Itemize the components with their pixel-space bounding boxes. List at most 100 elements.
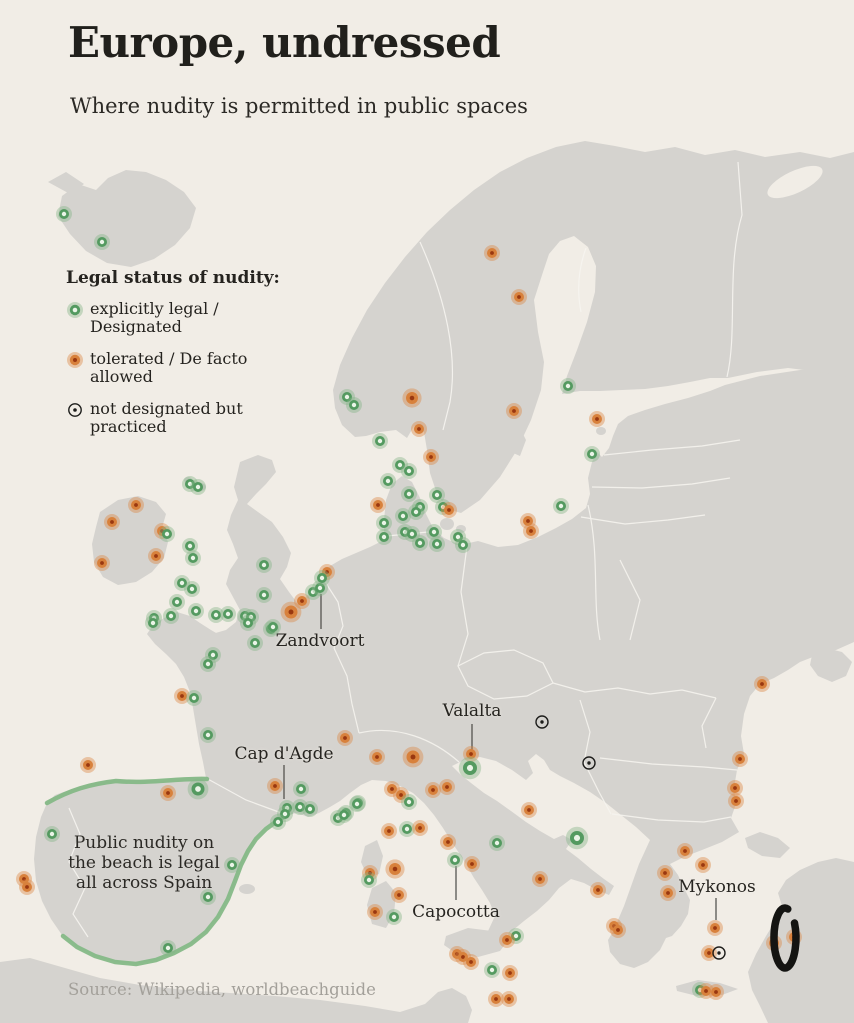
nudity-site-markers bbox=[16, 206, 802, 1007]
map-label-zandvoort: Zandvoort bbox=[275, 631, 365, 651]
marker-legal bbox=[455, 537, 471, 553]
marker-legal bbox=[224, 857, 240, 873]
marker-legal bbox=[392, 457, 408, 473]
marker-legal bbox=[386, 909, 402, 925]
marker-tolerated bbox=[463, 746, 479, 762]
marker-legal bbox=[401, 486, 417, 502]
marker-tolerated bbox=[440, 834, 456, 850]
source-credit: Source: Wikipedia, worldbeachguide bbox=[68, 980, 376, 999]
marker-legal bbox=[184, 581, 200, 597]
marker-tolerated bbox=[488, 991, 504, 1007]
marker-legal bbox=[256, 557, 272, 573]
marker-tolerated bbox=[520, 513, 536, 529]
marker-legal bbox=[346, 397, 362, 413]
marker-legal bbox=[314, 570, 330, 586]
marker-legal bbox=[145, 615, 161, 631]
marker-tolerated bbox=[701, 945, 717, 961]
marker-tolerated bbox=[104, 514, 120, 530]
marker-legal bbox=[200, 656, 216, 672]
marker-legal bbox=[372, 433, 388, 449]
map-label-valalta: Valalta bbox=[442, 701, 502, 721]
marker-tolerated bbox=[464, 856, 480, 872]
marker-tolerated bbox=[412, 820, 428, 836]
marker-tolerated bbox=[423, 449, 439, 465]
marker-legal bbox=[399, 821, 415, 837]
marker-tolerated bbox=[402, 388, 422, 408]
marker-tolerated bbox=[174, 688, 190, 704]
land-gotland bbox=[511, 428, 526, 456]
marker-legal bbox=[336, 807, 352, 823]
legend-item-tolerated: tolerated / De facto allowed bbox=[66, 349, 326, 387]
marker-legal bbox=[458, 756, 482, 780]
marker-legal bbox=[44, 826, 60, 842]
marker-tolerated bbox=[610, 922, 626, 938]
marker-legal bbox=[256, 587, 272, 603]
marker-legal bbox=[265, 619, 281, 635]
marker-legal bbox=[584, 446, 600, 462]
marker-legal bbox=[376, 515, 392, 531]
land-mallorca bbox=[239, 884, 255, 894]
marker-tolerated bbox=[484, 245, 500, 261]
marker-legal bbox=[447, 852, 463, 868]
marker-tolerated bbox=[384, 781, 400, 797]
legend: Legal status of nudity: explicitly legal… bbox=[66, 268, 326, 449]
page-subtitle: Where nudity is permitted in public spac… bbox=[70, 94, 528, 118]
marker-legal bbox=[349, 796, 365, 812]
marker-tolerated bbox=[439, 779, 455, 795]
marker-legal bbox=[404, 526, 420, 542]
marker-legal bbox=[429, 536, 445, 552]
map-label-mykonos: Mykonos bbox=[678, 877, 756, 897]
marker-tolerated bbox=[523, 523, 539, 539]
marker-tolerated bbox=[657, 865, 673, 881]
marker-tolerated bbox=[369, 749, 385, 765]
marker-tolerated bbox=[698, 983, 714, 999]
marker-legal bbox=[240, 615, 256, 631]
marker-legal bbox=[200, 889, 216, 905]
spain-coast-outline bbox=[44, 776, 290, 967]
marker-legal bbox=[361, 872, 377, 888]
marker-tolerated bbox=[589, 411, 605, 427]
land-scandinavia bbox=[333, 141, 854, 513]
marker-legal bbox=[174, 575, 190, 591]
marker-tolerated bbox=[370, 497, 386, 513]
marker-tolerated bbox=[660, 885, 676, 901]
marker-legal bbox=[208, 607, 224, 623]
marker-legal bbox=[220, 606, 236, 622]
label-leader-lines bbox=[283, 594, 717, 920]
marker-legal bbox=[412, 535, 428, 551]
marker-tolerated bbox=[367, 904, 383, 920]
land-africa bbox=[0, 958, 472, 1023]
marker-tolerated bbox=[160, 785, 176, 801]
marker-tolerated bbox=[695, 857, 711, 873]
practiced-marker-icon bbox=[68, 402, 82, 417]
tolerated-marker-icon bbox=[67, 351, 83, 368]
spain-annotation: Public nudity on the beach is legal all … bbox=[68, 833, 220, 894]
marker-legal bbox=[401, 463, 417, 479]
marker-tolerated bbox=[506, 403, 522, 419]
marker-legal bbox=[186, 690, 202, 706]
map-label-capocotta: Capocotta bbox=[412, 902, 500, 922]
marker-legal bbox=[160, 940, 176, 956]
marker-legal bbox=[426, 524, 442, 540]
marker-tolerated bbox=[381, 823, 397, 839]
marker-tolerated bbox=[532, 871, 548, 887]
land-funen bbox=[440, 518, 454, 530]
white-sea-inlet bbox=[767, 165, 823, 199]
marker-legal bbox=[302, 801, 318, 817]
marker-legal bbox=[312, 580, 328, 596]
marker-legal bbox=[94, 234, 110, 250]
marker-legal bbox=[163, 608, 179, 624]
marker-practiced bbox=[535, 715, 549, 729]
marker-tolerated bbox=[590, 882, 606, 898]
logo-glyph bbox=[770, 904, 800, 972]
marker-legal bbox=[190, 479, 206, 495]
marker-tolerated bbox=[727, 780, 743, 796]
marker-legal bbox=[565, 826, 589, 850]
marker-legal bbox=[182, 538, 198, 554]
legal-marker-icon bbox=[67, 302, 83, 318]
marker-legal bbox=[429, 487, 445, 503]
marker-legal bbox=[292, 799, 308, 815]
marker-tolerated bbox=[19, 879, 35, 895]
